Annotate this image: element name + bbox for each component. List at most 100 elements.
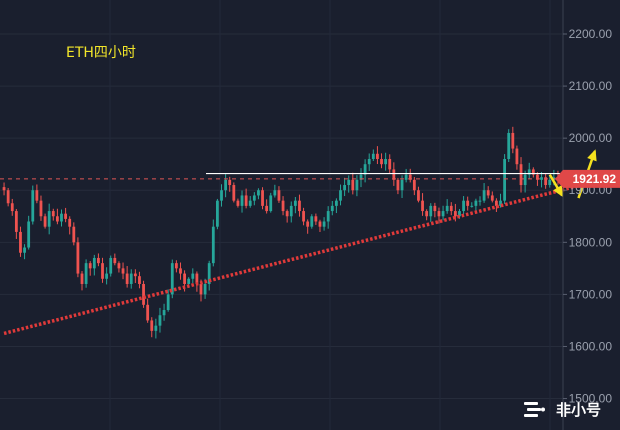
current-price-label: 1921.92 [573,172,617,186]
candle [306,219,310,234]
candle [224,174,228,198]
candle [474,198,478,213]
candle [429,203,433,222]
candle [129,269,133,289]
candle [19,226,22,257]
candle [6,187,10,207]
candle [531,167,535,178]
candle [523,170,527,193]
candle [548,176,552,188]
candles [2,126,560,339]
candle [499,193,502,208]
candle [466,196,470,211]
candle [367,153,371,171]
candle [490,191,494,203]
candle [351,172,355,195]
price-tag-box [555,169,620,188]
candle [388,154,392,174]
candle [80,271,84,291]
candle [2,182,6,196]
candle [359,168,363,188]
candle [470,202,474,208]
candle [433,202,437,218]
candle [105,267,109,285]
candle [449,202,453,216]
candle [334,198,338,214]
candle [462,196,465,215]
candle [240,190,244,213]
candle [43,213,47,229]
candle [10,198,14,216]
candle [109,255,113,277]
candle [84,259,88,288]
candle [113,253,117,266]
candle [289,201,293,223]
candle [519,157,523,193]
candle [121,262,125,280]
candle [207,260,211,291]
candle [220,184,223,207]
watermark: 非小号 [524,401,601,419]
candle [232,182,236,203]
candle [170,259,174,299]
watermark-logo-icon [524,402,545,417]
y-tick-label: 2000.00 [569,131,613,145]
candle [158,307,162,333]
candle [478,196,482,206]
candle [64,207,67,223]
candle [412,177,416,196]
candle [125,266,129,288]
candle [228,176,232,192]
y-tick-label: 2100.00 [569,79,613,93]
candle [417,186,420,203]
candle [14,209,18,239]
candle [60,209,63,227]
candle [363,159,367,183]
candle [445,199,449,214]
candle [376,146,379,165]
candle [380,153,383,169]
candle [55,208,59,225]
candle [326,206,330,229]
candle [72,222,76,246]
candle [339,184,342,206]
candle [281,196,285,216]
candle [408,168,412,183]
candle [97,253,100,267]
candle [482,183,486,203]
candle [257,188,260,200]
candle [396,177,400,195]
candle [515,145,519,170]
candle [527,162,531,179]
candle [273,184,277,198]
candle [51,208,55,221]
candle [191,268,195,284]
y-tick-label: 1800.00 [569,235,613,249]
candle [355,175,359,197]
candle [540,171,543,188]
candle [293,196,297,214]
current-price-tag: 1921.92 [555,169,620,188]
candle [330,201,334,216]
candle [298,194,301,217]
arrow-down [548,173,564,198]
candle [421,193,424,216]
candle [211,219,215,267]
candle [343,177,346,197]
y-tick-label: 1700.00 [569,287,613,301]
candle [507,129,511,163]
chart-title: ETH四小时 [66,45,136,61]
candle [166,289,170,312]
candle [92,254,96,276]
candle [101,257,104,283]
candle [138,271,141,289]
candle [68,216,72,235]
candle [285,209,289,223]
candle [162,303,166,321]
grid [0,0,563,430]
candle [544,173,548,189]
trendline [3,173,619,336]
candle [248,196,252,208]
